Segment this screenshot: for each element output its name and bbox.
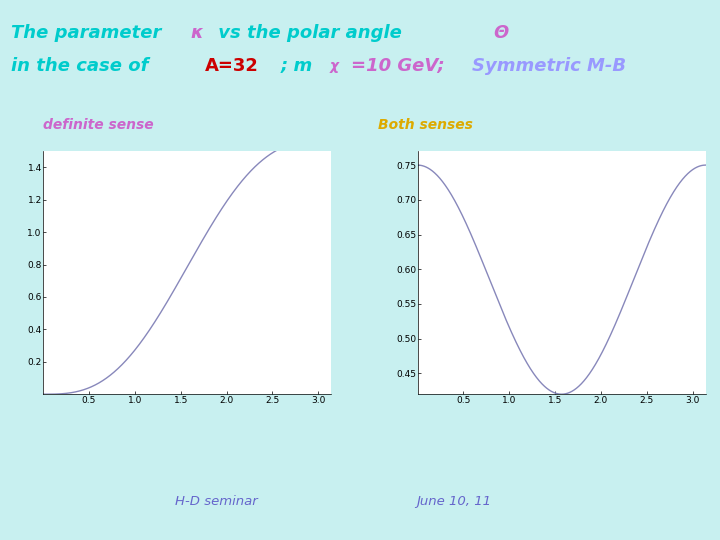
Text: Both senses: Both senses (378, 118, 473, 132)
Text: Symmetric M-B: Symmetric M-B (472, 57, 626, 75)
Text: H-D seminar: H-D seminar (175, 495, 257, 508)
Text: κ: κ (191, 24, 204, 42)
Text: vs the polar angle: vs the polar angle (212, 24, 408, 42)
Text: χ: χ (330, 59, 339, 73)
Text: definite sense: definite sense (43, 118, 154, 132)
Text: June 10, 11: June 10, 11 (416, 495, 491, 508)
Text: Θ: Θ (493, 24, 508, 42)
Text: ; m: ; m (281, 57, 313, 75)
Text: in the case of: in the case of (11, 57, 155, 75)
Text: The parameter: The parameter (11, 24, 168, 42)
Text: A=32: A=32 (205, 57, 259, 75)
Text: =10 GeV;: =10 GeV; (351, 57, 451, 75)
